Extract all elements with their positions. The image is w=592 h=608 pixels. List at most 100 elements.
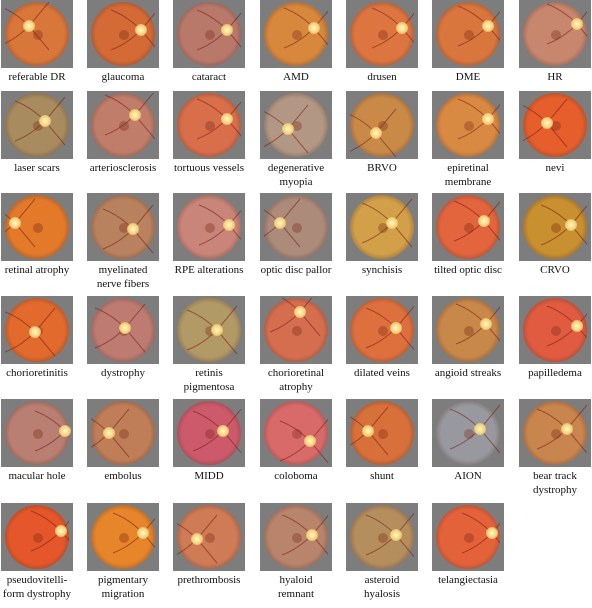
caption-line: hyalosis bbox=[363, 588, 401, 600]
caption-line: telangiectasia bbox=[438, 574, 498, 586]
fundus-photo-icon bbox=[350, 2, 414, 66]
image-caption: dystrophy bbox=[81, 366, 165, 380]
fundus-thumbnail bbox=[173, 193, 245, 261]
image-caption: retinis pigmentosa bbox=[167, 366, 251, 394]
image-caption: angioid streaks bbox=[426, 366, 510, 380]
caption-line: dystrophy bbox=[533, 484, 577, 496]
fundus-thumbnail bbox=[173, 0, 245, 68]
caption-line: retinis bbox=[195, 367, 223, 379]
fundus-photo-icon bbox=[91, 2, 155, 66]
optic-disc-icon bbox=[135, 24, 147, 36]
image-caption: laser scars bbox=[0, 161, 79, 175]
caption-line: tortuous vessels bbox=[174, 162, 244, 174]
image-caption: epiretinal membrane bbox=[426, 161, 510, 189]
macula-icon bbox=[205, 533, 215, 543]
optic-disc-icon bbox=[119, 322, 131, 334]
fundus-thumbnail bbox=[519, 0, 591, 68]
fundus-photo-icon bbox=[5, 401, 71, 465]
caption-line: epiretinal bbox=[447, 162, 489, 174]
macula-icon bbox=[119, 429, 129, 439]
fundus-photo-icon bbox=[350, 195, 414, 259]
caption-line: drusen bbox=[367, 71, 397, 83]
image-caption: pseudovitelli-form dystrophy bbox=[0, 573, 79, 601]
image-caption: tortuous vessels bbox=[167, 161, 251, 175]
fundus-photo-icon bbox=[177, 505, 241, 569]
macula-icon bbox=[33, 533, 43, 543]
macula-icon bbox=[33, 223, 43, 233]
caption-line: dystrophy bbox=[101, 367, 145, 379]
macula-icon bbox=[551, 30, 561, 40]
fundus-thumbnail bbox=[432, 399, 504, 467]
macula-icon bbox=[205, 223, 215, 233]
fundus-thumbnail bbox=[346, 503, 418, 571]
fundus-thumbnail bbox=[87, 503, 159, 571]
fundus-thumbnail bbox=[1, 0, 73, 68]
fundus-photo-icon bbox=[5, 93, 69, 157]
fundus-photo-icon bbox=[523, 2, 587, 66]
caption-line: embolus bbox=[104, 470, 142, 482]
fundus-thumbnail bbox=[87, 296, 159, 364]
macula-icon bbox=[464, 429, 474, 439]
optic-disc-icon bbox=[217, 425, 229, 437]
image-caption: optic disc pallor bbox=[254, 263, 338, 277]
fundus-thumbnail bbox=[173, 91, 245, 159]
fundus-thumbnail bbox=[87, 91, 159, 159]
fundus-thumbnail bbox=[432, 193, 504, 261]
caption-line: synchisis bbox=[361, 264, 403, 276]
fundus-photo-icon bbox=[436, 401, 500, 465]
optic-disc-icon bbox=[223, 219, 235, 231]
fundus-photo-icon bbox=[436, 505, 500, 569]
fundus-photo-icon bbox=[5, 195, 69, 259]
fundus-thumbnail bbox=[346, 91, 418, 159]
caption-line: myelinated bbox=[98, 264, 148, 276]
caption-line: myopia bbox=[279, 176, 313, 188]
caption-line: bear track bbox=[533, 470, 577, 482]
macula-icon bbox=[292, 533, 302, 543]
optic-disc-icon bbox=[482, 20, 494, 32]
fundus-photo-icon bbox=[264, 505, 328, 569]
caption-line: laser scars bbox=[14, 162, 60, 174]
caption-line: atrophy bbox=[279, 381, 313, 393]
caption-line: arteriosclerosis bbox=[89, 162, 157, 174]
fundus-thumbnail bbox=[1, 193, 73, 261]
macula-icon bbox=[119, 121, 129, 131]
image-caption: coloboma bbox=[254, 469, 338, 483]
optic-disc-icon bbox=[390, 529, 402, 541]
fundus-thumbnail bbox=[432, 0, 504, 68]
fundus-photo-icon bbox=[264, 298, 328, 362]
macula-icon bbox=[33, 121, 43, 131]
caption-line: form dystrophy bbox=[2, 588, 72, 600]
caption-line: AMD bbox=[283, 71, 309, 83]
caption-line: macular hole bbox=[8, 470, 66, 482]
macula-icon bbox=[378, 326, 388, 336]
macula-icon bbox=[205, 326, 215, 336]
fundus-thumbnail bbox=[173, 399, 245, 467]
fundus-thumbnail bbox=[432, 91, 504, 159]
macula-icon bbox=[464, 223, 474, 233]
fundus-photo-icon bbox=[91, 401, 155, 465]
image-caption: chorioretinal atrophy bbox=[254, 366, 338, 394]
optic-disc-icon bbox=[486, 527, 498, 539]
macula-icon bbox=[119, 223, 129, 233]
optic-disc-icon bbox=[474, 423, 486, 435]
caption-line: nevi bbox=[545, 162, 565, 174]
image-caption: nevi bbox=[513, 161, 592, 175]
fundus-thumbnail bbox=[519, 296, 591, 364]
caption-line: dilated veins bbox=[354, 367, 410, 379]
optic-disc-icon bbox=[396, 22, 408, 34]
caption-line: AION bbox=[454, 470, 482, 482]
macula-icon bbox=[464, 326, 474, 336]
fundus-thumbnail bbox=[260, 399, 332, 467]
macula-icon bbox=[292, 30, 302, 40]
fundus-photo-icon bbox=[350, 298, 414, 362]
fundus-photo-icon bbox=[436, 2, 500, 66]
caption-line: membrane bbox=[444, 176, 492, 188]
caption-line: remnant bbox=[277, 588, 315, 600]
caption-line: pigmentary bbox=[97, 574, 149, 586]
optic-disc-icon bbox=[29, 326, 41, 338]
optic-disc-icon bbox=[304, 435, 316, 447]
caption-line: RPE alterations bbox=[174, 264, 244, 276]
macula-icon bbox=[551, 326, 561, 336]
fundus-thumbnail bbox=[260, 193, 332, 261]
